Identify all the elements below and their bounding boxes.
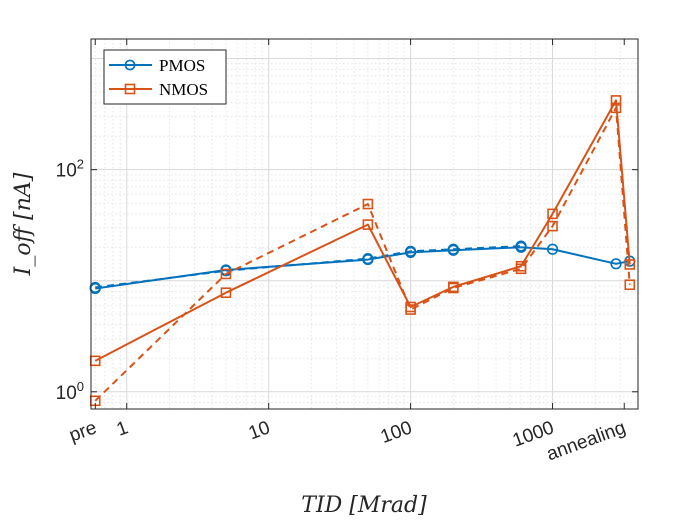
x-tick-label: 1 <box>114 417 131 440</box>
data-point-pmos <box>405 245 417 257</box>
x-tick-label: 100 <box>378 417 415 448</box>
series-line-pmos-solid <box>95 246 630 290</box>
x-tick-label: annealing <box>544 417 629 465</box>
legend-nmos-label: NMOS <box>159 80 208 99</box>
data-point-nmos <box>610 102 622 114</box>
data-point-pmos <box>447 243 459 255</box>
legend-nmos-marker <box>124 83 136 95</box>
legend: PMOS NMOS <box>103 49 227 105</box>
data-point-pmos <box>362 253 374 265</box>
data-point-pmos <box>515 240 527 252</box>
series-group <box>89 95 636 407</box>
y-tick-label: 102 <box>56 157 84 182</box>
legend-pmos-marker <box>124 59 136 71</box>
data-point-nmos <box>362 219 374 230</box>
data-point-nmos <box>448 282 459 294</box>
data-point-nmos <box>362 198 374 210</box>
data-point-nmos <box>624 279 636 291</box>
series-line-nmos-dashed <box>94 106 631 402</box>
data-point-nmos <box>547 208 558 220</box>
y-axis-label: I_off [nA] <box>11 172 36 276</box>
series-line-pmos-dashed <box>95 245 522 289</box>
y-tick-label: 100 <box>56 379 84 404</box>
data-point-pmos <box>546 243 559 255</box>
x-tick-label: pre <box>67 417 100 446</box>
axes-box <box>90 38 639 410</box>
data-point-nmos <box>547 220 558 232</box>
x-tick-label: 10 <box>246 417 273 444</box>
legend-box <box>103 49 227 105</box>
series-line-nmos-solid <box>94 99 631 362</box>
grid <box>91 39 638 410</box>
data-point-nmos <box>405 304 416 315</box>
x-axis-label: TID [Mrad] <box>301 493 427 518</box>
ticks <box>91 39 638 409</box>
legend-pmos-label: PMOS <box>159 56 205 75</box>
data-point-nmos <box>220 287 232 299</box>
data-point-nmos <box>515 263 527 275</box>
data-point-nmos <box>624 259 636 270</box>
data-point-pmos <box>610 258 622 270</box>
data-point-nmos <box>220 268 232 280</box>
data-point-pmos <box>89 281 101 294</box>
data-point-nmos <box>610 95 622 106</box>
